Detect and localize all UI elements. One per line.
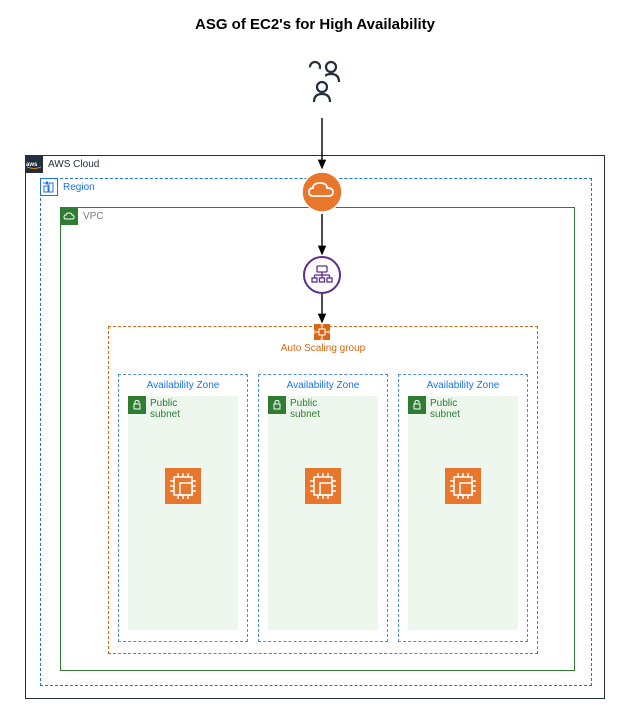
region-badge-icon <box>40 178 58 196</box>
az-label: Availability Zone <box>427 380 500 391</box>
asg-label: Auto Scaling group <box>281 343 366 354</box>
az-label: Availability Zone <box>287 380 360 391</box>
subnet-badge-icon <box>268 396 286 414</box>
subnet-badge-icon <box>128 396 146 414</box>
vpc-badge-icon <box>60 207 78 225</box>
public-subnet-3: Public subnet <box>408 396 518 630</box>
aws-cloud-label: AWS Cloud <box>48 159 99 170</box>
subnet-badge-icon <box>408 396 426 414</box>
vpc-label: VPC <box>83 211 104 222</box>
subnet-label: Public subnet <box>430 398 470 420</box>
subnet-label: Public subnet <box>290 398 330 420</box>
diagram-title: ASG of EC2's for High Availability <box>0 16 630 33</box>
subnet-label: Public subnet <box>150 398 190 420</box>
users-icon <box>300 62 339 102</box>
public-subnet-1: Public subnet <box>128 396 238 630</box>
aws-logo-badge: aws <box>25 155 43 173</box>
public-subnet-2: Public subnet <box>268 396 378 630</box>
region-label: Region <box>63 182 95 193</box>
az-label: Availability Zone <box>147 380 220 391</box>
